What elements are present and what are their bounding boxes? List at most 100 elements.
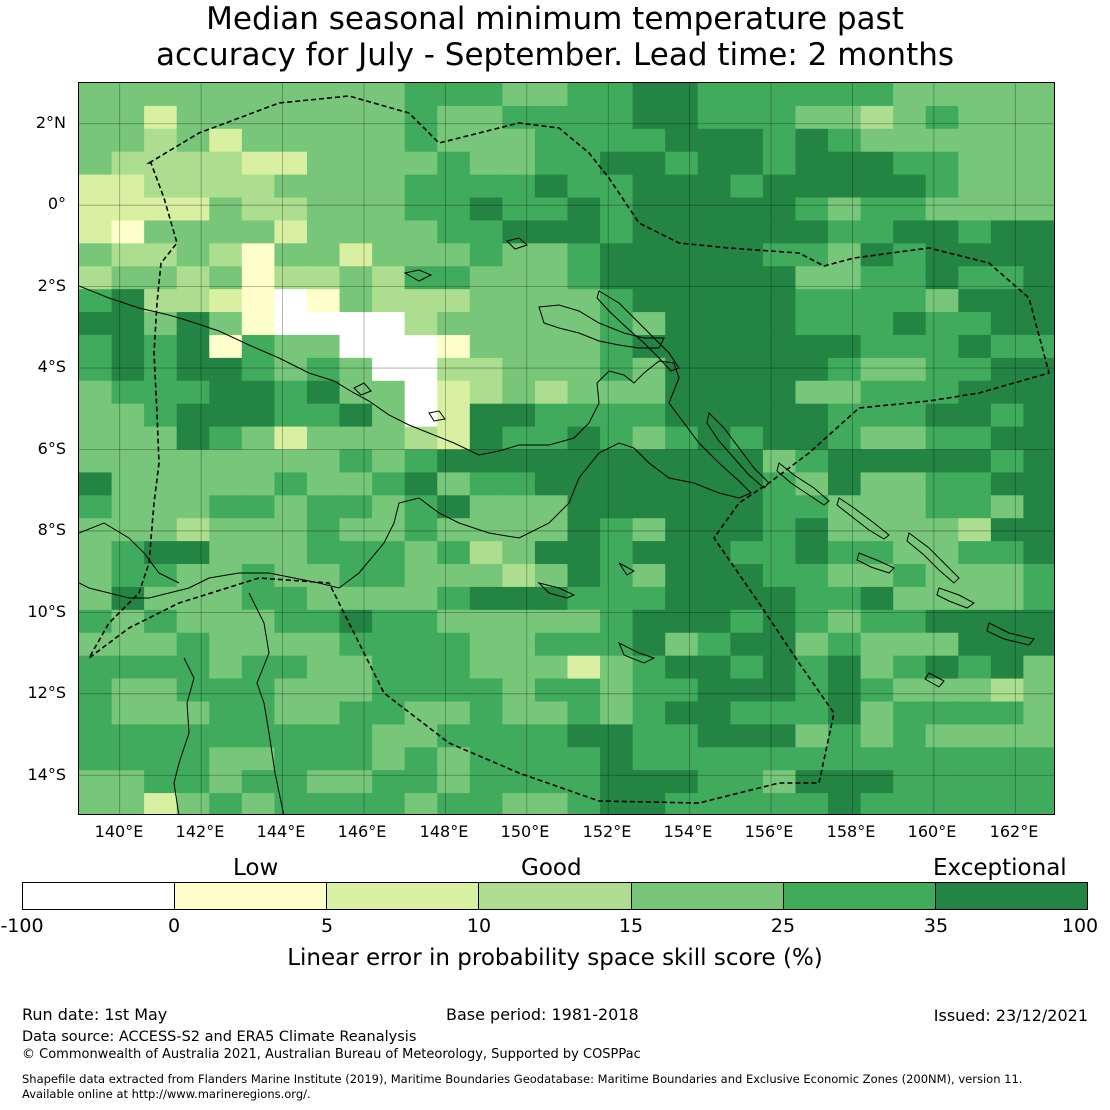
- skill-cell: [404, 724, 438, 748]
- skill-cell: [79, 609, 113, 634]
- skill-cell: [534, 403, 569, 428]
- skill-cell: [697, 632, 731, 657]
- skill-cell: [339, 541, 373, 565]
- skill-cell: [730, 518, 764, 542]
- skill-cell: [404, 541, 438, 565]
- eez-boundaries: [88, 95, 1050, 804]
- skill-cell: [600, 678, 634, 703]
- skill-cell: [697, 380, 731, 405]
- skill-cell: [437, 426, 471, 451]
- skill-cell: [79, 747, 113, 771]
- skill-cell: [828, 266, 862, 290]
- skill-cell: [306, 266, 341, 290]
- skill-cell: [632, 220, 666, 244]
- skill-cell: [306, 495, 341, 519]
- skill-cell: [437, 197, 471, 222]
- skill-cell: [209, 678, 243, 703]
- skill-cell: [209, 472, 243, 496]
- run-date: Run date: 1st May: [22, 1005, 168, 1024]
- skill-cell: [730, 449, 764, 474]
- skill-cell: [241, 655, 275, 680]
- skill-cell: [1023, 197, 1054, 222]
- skill-cell: [437, 289, 471, 313]
- lat-label-14s: 14°S: [27, 765, 66, 784]
- skill-cell: [241, 609, 275, 634]
- skill-cell: [925, 449, 959, 474]
- skill-cell: [567, 655, 601, 680]
- skill-cell: [600, 220, 634, 244]
- skill-cell: [795, 289, 829, 313]
- skill-cell: [567, 426, 601, 451]
- skill-cell: [339, 403, 373, 428]
- skill-cell: [665, 724, 699, 748]
- skill-cell: [990, 289, 1025, 313]
- skill-cell: [567, 312, 601, 336]
- colorbar-tick-10: 10: [466, 915, 492, 937]
- skill-cell: [795, 403, 829, 428]
- skill-cell: [144, 472, 178, 496]
- bougainville-coastline: [706, 411, 770, 489]
- skill-cell: [111, 105, 145, 130]
- skill-cell: [795, 632, 829, 657]
- skill-cell: [144, 289, 178, 313]
- skill-cell: [1023, 243, 1054, 267]
- skill-cell: [860, 632, 894, 657]
- colorbar-segment-green: [631, 883, 784, 909]
- skill-cell: [762, 266, 797, 290]
- skill-cell: [241, 174, 275, 199]
- skill-cell: [762, 83, 797, 107]
- skill-cell: [534, 770, 569, 794]
- skill-cell: [339, 770, 373, 794]
- skill-cell: [1023, 105, 1054, 130]
- skill-cell: [925, 334, 959, 359]
- skill-cell: [632, 609, 666, 634]
- skill-cell: [1023, 174, 1054, 199]
- skill-cell: [274, 105, 308, 130]
- skill-cell: [730, 495, 764, 519]
- skill-cell: [665, 403, 699, 428]
- skill-cell: [241, 747, 275, 771]
- skill-cell: [828, 334, 862, 359]
- skill-cell: [828, 220, 862, 244]
- skill-cell: [111, 426, 145, 451]
- skill-cell: [79, 243, 113, 267]
- skill-cell: [209, 312, 243, 336]
- lat-label-0: 0°: [47, 194, 66, 213]
- skill-cell: [306, 747, 341, 771]
- skill-cell: [795, 243, 829, 267]
- legend-category-exceptional: Exceptional: [933, 855, 1067, 881]
- skill-cell: [990, 495, 1025, 519]
- skill-cell: [339, 449, 373, 474]
- skill-cell: [665, 174, 699, 199]
- skill-cell: [79, 678, 113, 703]
- skill-cell: [404, 678, 438, 703]
- skill-cell: [762, 632, 797, 657]
- skill-cell: [241, 403, 275, 428]
- skill-cell: [567, 151, 601, 176]
- colorbar-segment-medium-green: [783, 883, 936, 909]
- skill-cell: [144, 243, 178, 267]
- skill-cell: [600, 609, 634, 634]
- skill-cell: [274, 609, 308, 634]
- skill-cell: [339, 495, 373, 519]
- skill-cell: [697, 609, 731, 634]
- skill-cell: [404, 243, 438, 267]
- skill-cell: [79, 289, 113, 313]
- skill-cell: [990, 220, 1025, 244]
- skill-cell: [437, 724, 471, 748]
- skill-cell: [600, 747, 634, 771]
- skill-cell: [567, 197, 601, 222]
- skill-cell: [111, 472, 145, 496]
- skill-cell: [209, 586, 243, 611]
- skill-cell: [339, 586, 373, 611]
- skill-cell: [176, 174, 210, 199]
- skill-cell: [730, 266, 764, 290]
- skill-cell: [925, 197, 959, 222]
- skill-cell: [79, 518, 113, 542]
- skill-cell: [828, 724, 862, 748]
- skill-cell: [632, 747, 666, 771]
- skill-cell: [860, 793, 894, 814]
- skill-cell: [860, 220, 894, 244]
- skill-cell: [372, 701, 406, 725]
- skill-cell: [404, 334, 438, 359]
